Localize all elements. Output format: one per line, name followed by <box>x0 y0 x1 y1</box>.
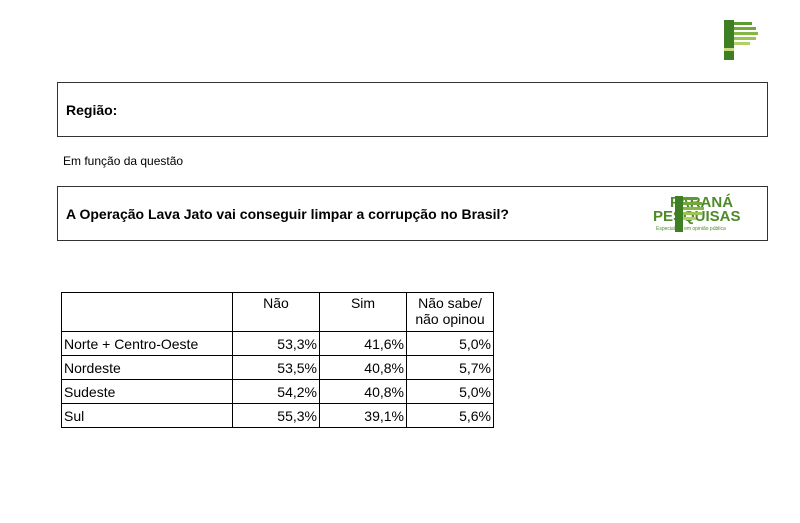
header-nao: Não <box>232 292 320 332</box>
cell-nao-sabe: 5,0% <box>406 331 494 356</box>
brand-tagline: Especialista em opinião pública <box>656 226 726 232</box>
header-blank <box>61 292 233 332</box>
parana-pesquisas-logo-icon <box>675 196 704 232</box>
cell-sim: 40,8% <box>319 355 407 380</box>
table-row: Nordeste 53,5% 40,8% 5,7% <box>61 355 494 380</box>
parana-pesquisas-corner-logo-icon <box>724 20 758 60</box>
header-nao-sabe-line1: Não sabe/ <box>418 295 482 311</box>
cell-sim: 40,8% <box>319 379 407 404</box>
cell-nao: 53,5% <box>232 355 320 380</box>
header-nao-sabe-line2: não opinou <box>415 311 485 327</box>
header-nao-sabe: Não sabe/ não opinou <box>406 292 494 332</box>
context-note: Em função da questão <box>63 154 184 168</box>
region-label: Região: <box>66 102 118 118</box>
region-section-box: Região: <box>57 82 768 137</box>
row-label: Norte + Centro-Oeste <box>61 331 233 356</box>
cell-nao-sabe: 5,0% <box>406 379 494 404</box>
table-row: Sudeste 54,2% 40,8% 5,0% <box>61 379 494 404</box>
table-row: Sul 55,3% 39,1% 5,6% <box>61 403 494 428</box>
row-label: Sul <box>61 403 233 428</box>
brand-line2: PESQUISAS <box>653 208 741 225</box>
cell-nao-sabe: 5,7% <box>406 355 494 380</box>
cell-nao: 53,3% <box>232 331 320 356</box>
cell-nao: 55,3% <box>232 403 320 428</box>
question-text: A Operação Lava Jato vai conseguir limpa… <box>66 206 509 222</box>
cell-nao-sabe: 5,6% <box>406 403 494 428</box>
cell-nao: 54,2% <box>232 379 320 404</box>
header-sim: Sim <box>319 292 407 332</box>
row-label: Sudeste <box>61 379 233 404</box>
row-label: Nordeste <box>61 355 233 380</box>
question-box: A Operação Lava Jato vai conseguir limpa… <box>57 186 768 241</box>
cell-sim: 41,6% <box>319 331 407 356</box>
parana-pesquisas-brand: PARANÁ PESQUISAS Especialista em opinião… <box>650 193 762 235</box>
table-header-row: Não Sim Não sabe/ não opinou <box>61 292 494 332</box>
table-row: Norte + Centro-Oeste 53,3% 41,6% 5,0% <box>61 331 494 356</box>
cell-sim: 39,1% <box>319 403 407 428</box>
results-table: Não Sim Não sabe/ não opinou Norte + Cen… <box>61 292 494 428</box>
